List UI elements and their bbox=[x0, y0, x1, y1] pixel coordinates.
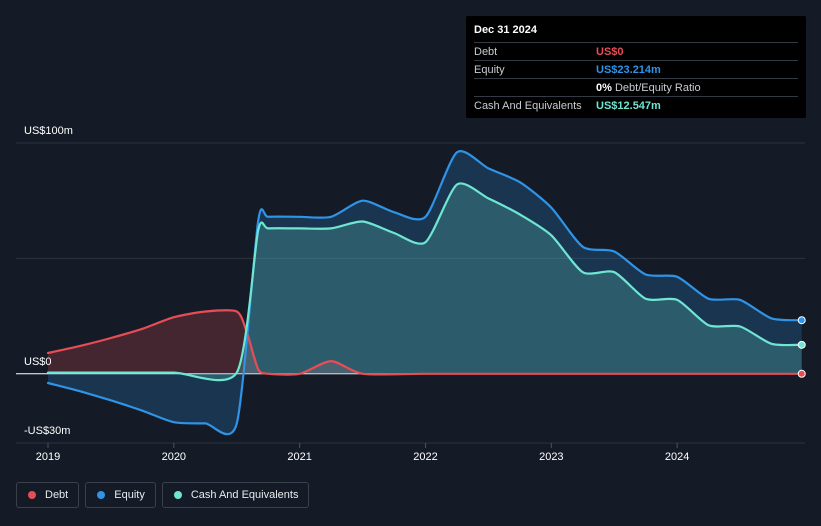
legend-label: Cash And Equivalents bbox=[190, 489, 299, 501]
legend-label: Debt bbox=[45, 489, 69, 501]
y-tick-label: -US$30m bbox=[24, 425, 70, 437]
tooltip-panel: Dec 31 2024 Debt US$0 Equity US$23.214m … bbox=[466, 16, 806, 118]
tooltip-value-cash: US$12.547m bbox=[596, 99, 661, 112]
x-tick-label: 2023 bbox=[539, 451, 563, 463]
legend-item-debt[interactable]: Debt bbox=[16, 482, 80, 508]
equity-end-point bbox=[797, 316, 806, 325]
legend-dot-icon bbox=[97, 491, 106, 499]
tooltip-value-debt: US$0 bbox=[596, 45, 624, 58]
x-tick-label: 2022 bbox=[413, 451, 437, 463]
tooltip-row-cash: Cash And Equivalents US$12.547m bbox=[474, 96, 798, 114]
x-tick-label: 2019 bbox=[36, 451, 60, 463]
debt-area bbox=[48, 310, 802, 375]
y-tick-label: US$100m bbox=[24, 125, 73, 137]
cash-end-point bbox=[797, 340, 806, 349]
cash-area bbox=[48, 183, 802, 381]
tooltip-row-ratio: 0% Debt/Equity Ratio bbox=[474, 78, 798, 96]
x-tick-label: 2020 bbox=[162, 451, 186, 463]
x-tick-label: 2021 bbox=[287, 451, 311, 463]
legend-dot-icon bbox=[173, 491, 182, 499]
tooltip-label: Equity bbox=[474, 63, 505, 76]
tooltip-label: Cash And Equivalents bbox=[474, 99, 582, 112]
tooltip-ratio-label: Debt/Equity Ratio bbox=[614, 81, 701, 94]
legend-label: Equity bbox=[114, 489, 145, 501]
equity-line bbox=[46, 150, 803, 436]
legend-dot-icon bbox=[28, 491, 36, 499]
tooltip-date: Dec 31 2024 bbox=[474, 24, 537, 36]
debt-end-point bbox=[797, 369, 806, 378]
legend-item-equity[interactable]: Equity bbox=[85, 482, 156, 508]
chart-legend: Debt Equity Cash And Equivalents bbox=[16, 482, 310, 508]
equity-area bbox=[48, 151, 802, 435]
tooltip-row-equity: Equity US$23.214m bbox=[474, 60, 798, 78]
tooltip-value-equity: US$23.214m bbox=[596, 63, 661, 76]
x-tick-label: 2024 bbox=[665, 451, 689, 463]
end-markers bbox=[797, 316, 806, 378]
tooltip-value-ratio: 0% bbox=[596, 81, 612, 94]
tooltip-label: Debt bbox=[474, 45, 498, 58]
debt-line bbox=[46, 309, 803, 376]
tooltip-row-debt: Debt US$0 bbox=[474, 42, 798, 60]
cash-line bbox=[46, 182, 803, 382]
series-lines bbox=[46, 150, 803, 436]
series-areas bbox=[48, 151, 802, 435]
y-tick-label: US$0 bbox=[24, 356, 52, 368]
axis-labels: US$100m US$0 -US$30m 2019 2020 2021 2022 2023 20… bbox=[24, 125, 689, 463]
legend-item-cash[interactable]: Cash And Equivalents bbox=[161, 482, 310, 508]
